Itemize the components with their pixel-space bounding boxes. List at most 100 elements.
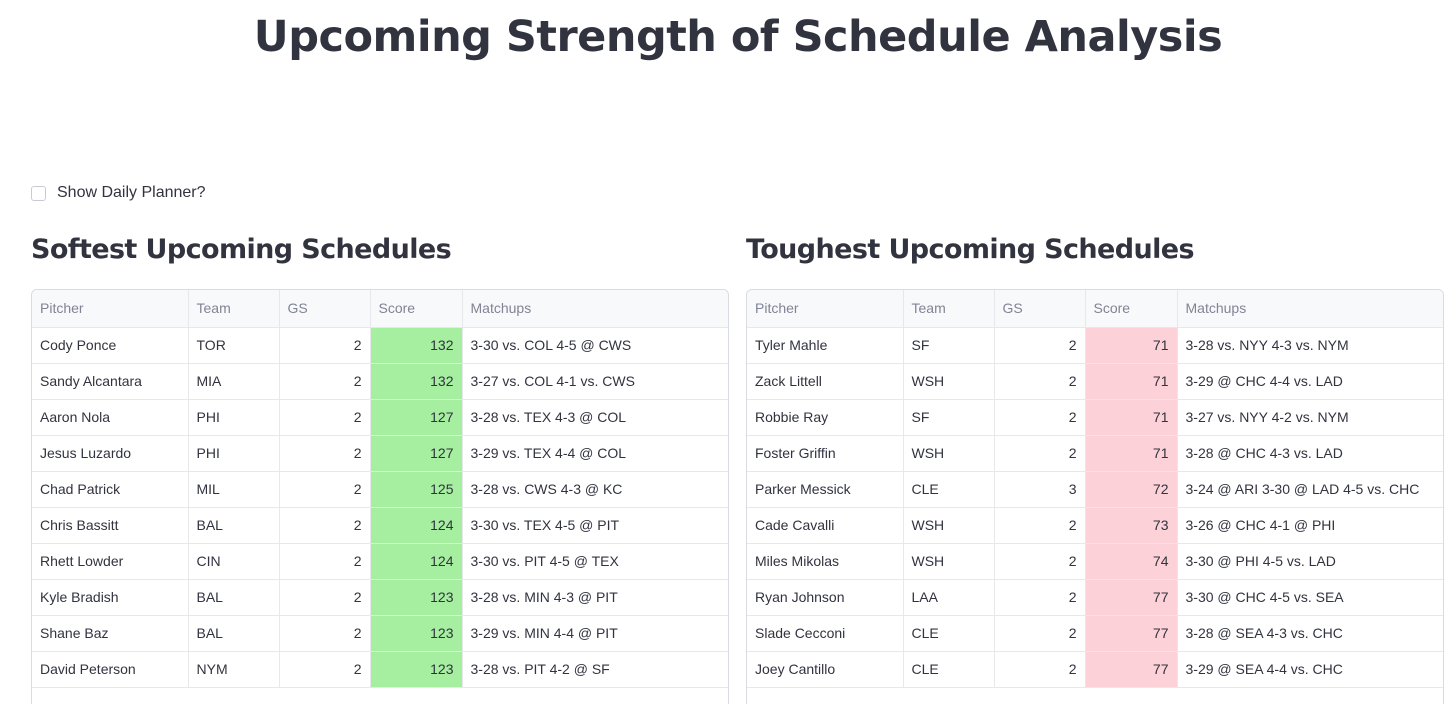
team-cell[interactable]: CLE (903, 615, 995, 652)
team-cell[interactable]: CLE (903, 651, 995, 688)
team-cell[interactable]: WSH (903, 507, 995, 544)
column-header-pitcher[interactable]: Pitcher (32, 290, 189, 328)
team-cell[interactable]: CLE (903, 471, 995, 508)
pitcher-cell[interactable]: Slade Cecconi (747, 615, 904, 652)
column-header-score[interactable]: Score (1085, 290, 1178, 328)
pitcher-cell[interactable]: Chad Patrick (32, 471, 189, 508)
matchups-cell[interactable]: 3-28 vs. MIN 4-3 @ PIT (462, 579, 728, 616)
score-cell[interactable]: 77 (1085, 615, 1178, 652)
gs-cell[interactable]: 2 (279, 435, 371, 472)
team-cell[interactable]: BAL (188, 507, 280, 544)
matchups-cell[interactable]: 3-30 @ CHC 4-5 vs. SEA (1177, 579, 1443, 616)
gs-cell[interactable]: 2 (279, 651, 371, 688)
matchups-cell[interactable]: 3-28 vs. CWS 4-3 @ KC (462, 471, 728, 508)
pitcher-cell[interactable]: Shane Baz (32, 615, 189, 652)
table-row[interactable]: Chris Bassitt BAL 2 124 3-30 vs. TEX 4-5 @ P… (32, 507, 728, 544)
gs-cell[interactable]: 2 (279, 327, 371, 364)
pitcher-cell[interactable]: Jesus Luzardo (32, 435, 189, 472)
column-header-matchups[interactable]: Matchups (462, 290, 728, 328)
table-row[interactable]: Jesus Luzardo PHI 2 127 3-29 vs. TEX 4-4 @ C… (32, 435, 728, 472)
pitcher-cell[interactable]: Ryan Johnson (747, 579, 904, 616)
gs-cell[interactable]: 2 (994, 363, 1086, 400)
pitcher-cell[interactable]: David Peterson (32, 651, 189, 688)
matchups-cell[interactable]: 3-27 vs. NYY 4-2 vs. NYM (1177, 399, 1443, 436)
matchups-cell[interactable]: 3-28 vs. NYY 4-3 vs. NYM (1177, 327, 1443, 364)
score-cell[interactable]: 77 (1085, 579, 1178, 616)
team-cell[interactable]: SF (903, 399, 995, 436)
table-row[interactable]: Rhett Lowder CIN 2 124 3-30 vs. PIT 4-5 @ TE… (32, 543, 728, 580)
table-row[interactable]: Chad Patrick MIL 2 125 3-28 vs. CWS 4-3 @ KC (32, 471, 728, 508)
gs-cell[interactable]: 2 (994, 399, 1086, 436)
pitcher-cell[interactable]: Joey Cantillo (747, 651, 904, 688)
pitcher-cell[interactable]: Parker Messick (747, 471, 904, 508)
column-header-score[interactable]: Score (370, 290, 463, 328)
pitcher-cell[interactable]: Foster Griffin (747, 435, 904, 472)
table-row[interactable]: Joey Cantillo CLE 2 77 3-29 @ SEA 4-4 vs. CH… (747, 651, 1443, 688)
score-cell[interactable]: 127 (370, 399, 463, 436)
table-row[interactable]: Aaron Nola PHI 2 127 3-28 vs. TEX 4-3 @ COL (32, 399, 728, 436)
table-row[interactable]: Foster Griffin WSH 2 71 3-28 @ CHC 4-3 vs. L… (747, 435, 1443, 472)
pitcher-cell[interactable]: Cody Ponce (32, 327, 189, 364)
column-header-team[interactable]: Team (188, 290, 280, 328)
pitcher-cell[interactable]: Robbie Ray (747, 399, 904, 436)
matchups-cell[interactable]: 3-29 vs. MIN 4-4 @ PIT (462, 615, 728, 652)
score-cell[interactable]: 72 (1085, 471, 1178, 508)
gs-cell[interactable]: 2 (994, 543, 1086, 580)
table-row[interactable]: Tyler Mahle SF 2 71 3-28 vs. NYY 4-3 vs. NYM (747, 327, 1443, 364)
table-row[interactable]: Sandy Alcantara MIA 2 132 3-27 vs. COL 4-1 v… (32, 363, 728, 400)
team-cell[interactable]: PHI (188, 399, 280, 436)
score-cell[interactable]: 125 (370, 471, 463, 508)
matchups-cell[interactable]: 3-30 vs. TEX 4-5 @ PIT (462, 507, 728, 544)
pitcher-cell[interactable]: Sandy Alcantara (32, 363, 189, 400)
table-row[interactable]: Kyle Bradish BAL 2 123 3-28 vs. MIN 4-3 @ PI… (32, 579, 728, 616)
score-cell[interactable]: 71 (1085, 435, 1178, 472)
gs-cell[interactable]: 2 (994, 615, 1086, 652)
table-row[interactable]: Miles Mikolas WSH 2 74 3-30 @ PHI 4-5 vs. LA… (747, 543, 1443, 580)
table-row[interactable]: Ryan Johnson LAA 2 77 3-30 @ CHC 4-5 vs. SEA (747, 579, 1443, 616)
pitcher-cell[interactable]: Zack Littell (747, 363, 904, 400)
matchups-cell[interactable]: 3-29 @ CHC 4-4 vs. LAD (1177, 363, 1443, 400)
matchups-cell[interactable]: 3-27 vs. COL 4-1 vs. CWS (462, 363, 728, 400)
table-row[interactable]: Robbie Ray SF 2 71 3-27 vs. NYY 4-2 vs. NYM (747, 399, 1443, 436)
gs-cell[interactable]: 2 (279, 507, 371, 544)
score-cell[interactable]: 77 (1085, 651, 1178, 688)
score-cell[interactable]: 132 (370, 327, 463, 364)
score-cell[interactable]: 124 (370, 543, 463, 580)
score-cell[interactable]: 123 (370, 579, 463, 616)
team-cell[interactable]: WSH (903, 435, 995, 472)
gs-cell[interactable]: 2 (994, 327, 1086, 364)
team-cell[interactable]: LAA (903, 579, 995, 616)
gs-cell[interactable]: 2 (279, 471, 371, 508)
matchups-cell[interactable]: 3-28 @ SEA 4-3 vs. CHC (1177, 615, 1443, 652)
team-cell[interactable]: WSH (903, 543, 995, 580)
matchups-cell[interactable]: 3-29 vs. TEX 4-4 @ COL (462, 435, 728, 472)
column-header-team[interactable]: Team (903, 290, 995, 328)
score-cell[interactable]: 123 (370, 615, 463, 652)
pitcher-cell[interactable]: Aaron Nola (32, 399, 189, 436)
team-cell[interactable]: BAL (188, 579, 280, 616)
matchups-cell[interactable]: 3-28 vs. TEX 4-3 @ COL (462, 399, 728, 436)
score-cell[interactable]: 124 (370, 507, 463, 544)
score-cell[interactable]: 127 (370, 435, 463, 472)
team-cell[interactable]: MIL (188, 471, 280, 508)
table-row[interactable]: Cody Ponce TOR 2 132 3-30 vs. COL 4-5 @ CWS (32, 327, 728, 364)
table-row[interactable]: David Peterson NYM 2 123 3-28 vs. PIT 4-2 @ … (32, 651, 728, 688)
daily-planner-toggle[interactable]: Show Daily Planner? (31, 184, 206, 202)
score-cell[interactable]: 71 (1085, 327, 1178, 364)
team-cell[interactable]: NYM (188, 651, 280, 688)
matchups-cell[interactable]: 3-30 vs. COL 4-5 @ CWS (462, 327, 728, 364)
gs-cell[interactable]: 2 (279, 399, 371, 436)
pitcher-cell[interactable]: Kyle Bradish (32, 579, 189, 616)
matchups-cell[interactable]: 3-28 vs. PIT 4-2 @ SF (462, 651, 728, 688)
gs-cell[interactable]: 2 (279, 543, 371, 580)
score-cell[interactable]: 71 (1085, 363, 1178, 400)
softest-table[interactable]: Pitcher Team GS Score Matchups Cody Ponc… (31, 289, 729, 704)
toughest-table[interactable]: Pitcher Team GS Score Matchups Tyler Mah… (746, 289, 1444, 704)
pitcher-cell[interactable]: Cade Cavalli (747, 507, 904, 544)
score-cell[interactable]: 71 (1085, 399, 1178, 436)
pitcher-cell[interactable]: Chris Bassitt (32, 507, 189, 544)
team-cell[interactable]: BAL (188, 615, 280, 652)
column-header-matchups[interactable]: Matchups (1177, 290, 1443, 328)
score-cell[interactable]: 73 (1085, 507, 1178, 544)
daily-planner-checkbox[interactable] (31, 185, 46, 201)
